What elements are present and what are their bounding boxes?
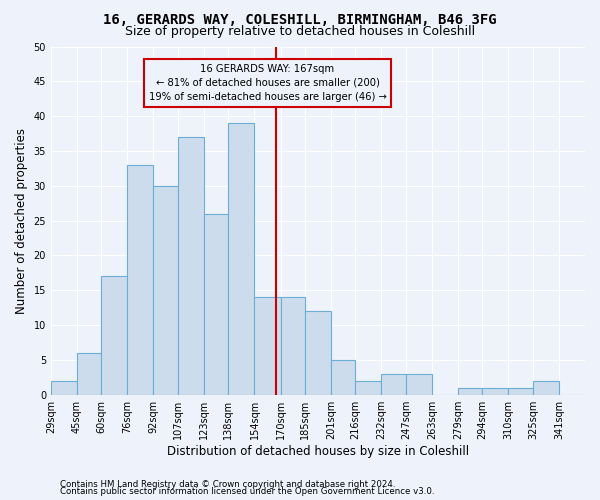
Bar: [154, 186, 178, 394]
Text: Contains HM Land Registry data © Crown copyright and database right 2024.: Contains HM Land Registry data © Crown c…: [60, 480, 395, 489]
Text: 16 GERARDS WAY: 167sqm
← 81% of detached houses are smaller (200)
19% of semi-de: 16 GERARDS WAY: 167sqm ← 81% of detached…: [149, 64, 386, 102]
Y-axis label: Number of detached properties: Number of detached properties: [15, 128, 28, 314]
Bar: [482, 388, 508, 394]
Bar: [406, 374, 432, 394]
Bar: [355, 381, 382, 394]
Bar: [178, 137, 204, 394]
Bar: [281, 297, 305, 394]
Bar: [533, 381, 559, 394]
Bar: [305, 311, 331, 394]
Bar: [101, 276, 127, 394]
Bar: [458, 388, 482, 394]
Bar: [51, 381, 77, 394]
Bar: [382, 374, 406, 394]
Bar: [508, 388, 533, 394]
Text: 16, GERARDS WAY, COLESHILL, BIRMINGHAM, B46 3FG: 16, GERARDS WAY, COLESHILL, BIRMINGHAM, …: [103, 12, 497, 26]
X-axis label: Distribution of detached houses by size in Coleshill: Distribution of detached houses by size …: [167, 444, 469, 458]
Bar: [229, 123, 254, 394]
Bar: [77, 353, 101, 395]
Bar: [254, 297, 281, 394]
Text: Contains public sector information licensed under the Open Government Licence v3: Contains public sector information licen…: [60, 487, 434, 496]
Text: Size of property relative to detached houses in Coleshill: Size of property relative to detached ho…: [125, 25, 475, 38]
Bar: [127, 165, 154, 394]
Bar: [204, 214, 229, 394]
Bar: [331, 360, 355, 394]
